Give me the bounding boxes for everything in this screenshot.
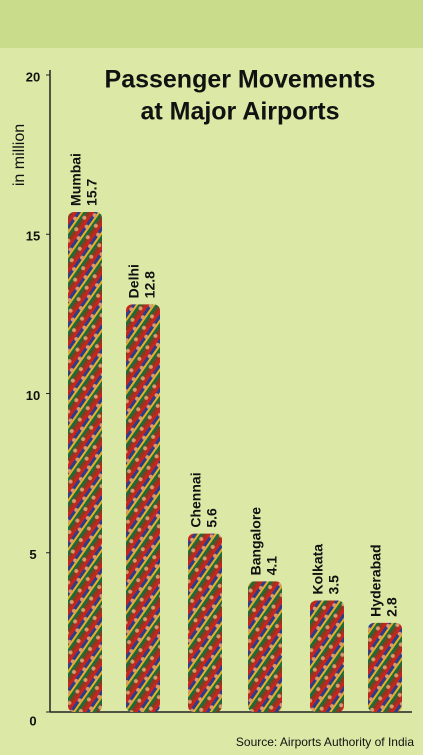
bar bbox=[368, 623, 402, 712]
bar bbox=[310, 601, 344, 712]
category-label: Bangalore bbox=[248, 507, 264, 576]
source: Source: Airports Authority of India bbox=[236, 735, 414, 749]
bar bbox=[126, 304, 160, 712]
category-label: Delhi bbox=[126, 264, 142, 298]
category-label: Kolkata bbox=[310, 544, 326, 595]
bar bbox=[188, 534, 222, 712]
bar bbox=[68, 212, 102, 712]
value-label: 5.6 bbox=[204, 508, 220, 528]
category-label: Chennai bbox=[188, 472, 204, 527]
chart-title: Passenger Movements bbox=[105, 66, 376, 94]
category-label: Hyderabad bbox=[368, 544, 384, 616]
value-label: 12.8 bbox=[142, 271, 158, 298]
value-label: 4.1 bbox=[264, 556, 280, 576]
y-axis-label: in million bbox=[11, 124, 28, 186]
bar bbox=[248, 581, 282, 712]
y-tick-label: 15 bbox=[26, 229, 40, 244]
y-tick-label: 10 bbox=[26, 388, 40, 403]
y-tick-label: 20 bbox=[26, 69, 40, 84]
value-label: 3.5 bbox=[326, 575, 342, 595]
value-label: 2.8 bbox=[384, 597, 400, 617]
chart: Passenger Movements at Major Airports in… bbox=[0, 0, 423, 755]
chart-title: at Major Airports bbox=[140, 98, 339, 126]
category-label: Mumbai bbox=[68, 153, 84, 206]
y-tick-label: 5 bbox=[29, 547, 36, 562]
y-tick-label: 0 bbox=[29, 713, 36, 728]
top-band bbox=[0, 0, 423, 48]
value-label: 15.7 bbox=[84, 178, 100, 205]
